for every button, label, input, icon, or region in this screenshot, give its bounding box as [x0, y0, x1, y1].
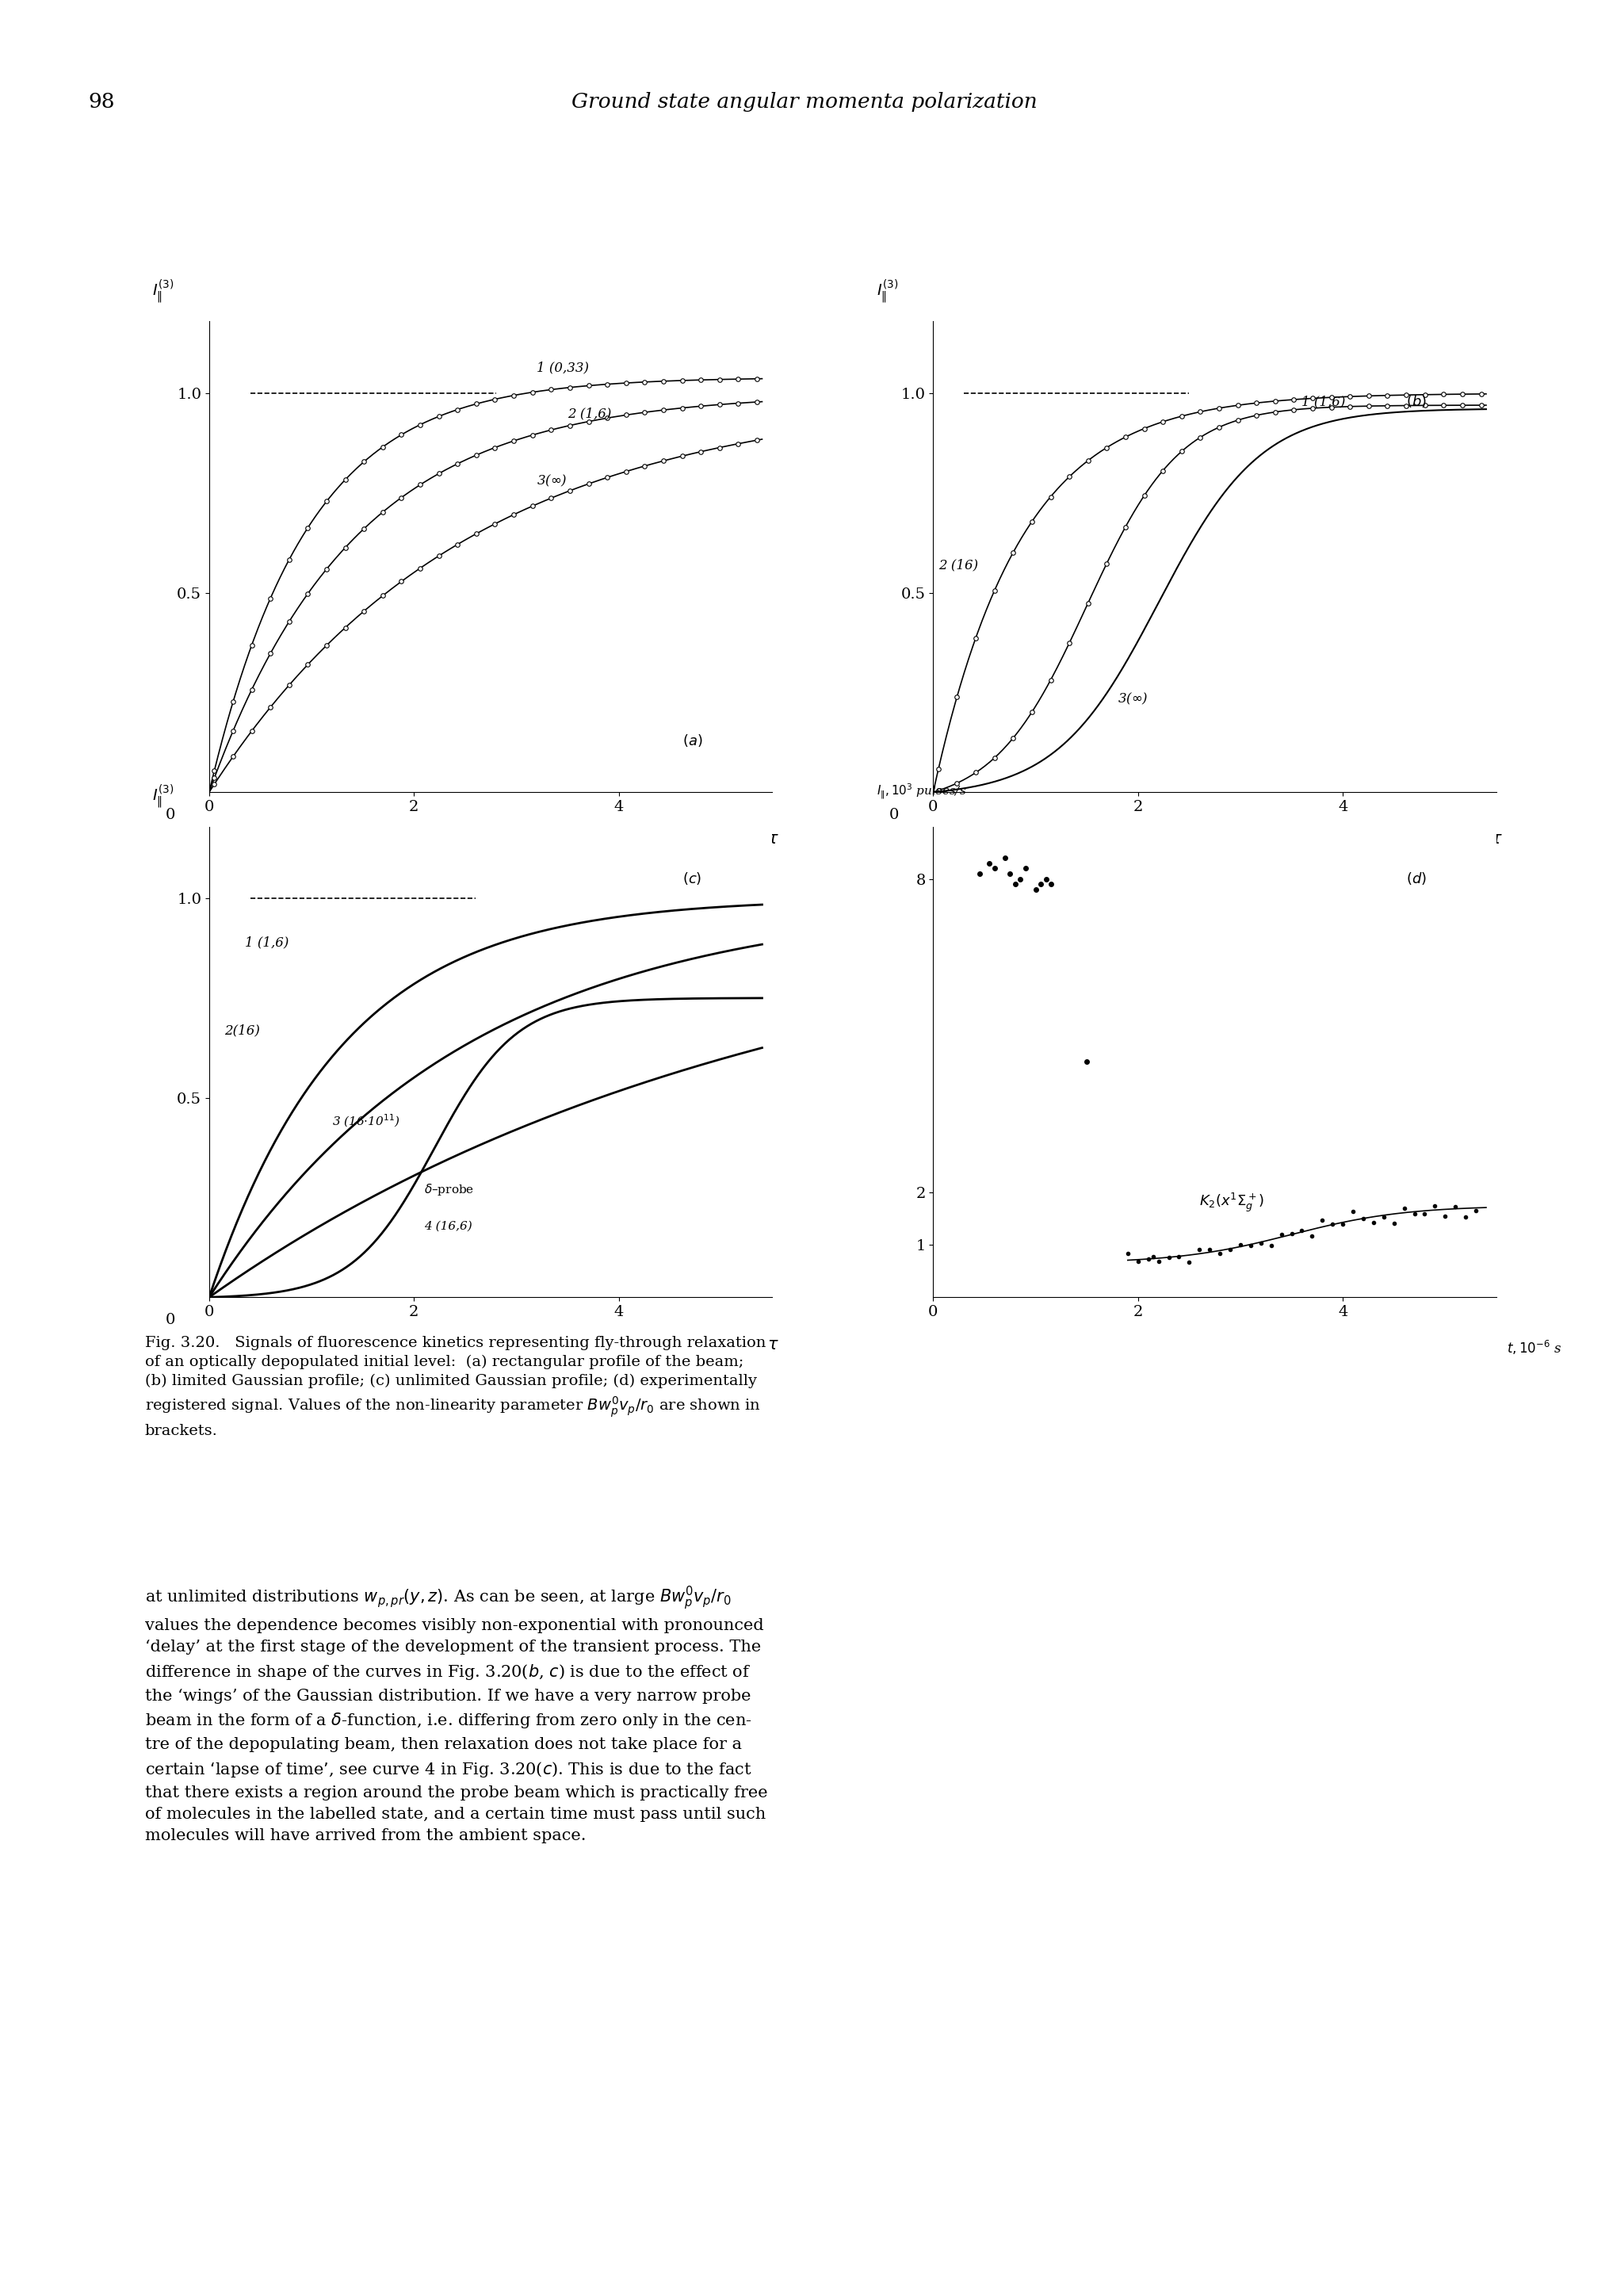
Text: $\delta$–probe: $\delta$–probe — [425, 1182, 475, 1199]
Text: 2(16): 2(16) — [225, 1024, 261, 1038]
Text: $(c)$: $(c)$ — [682, 870, 702, 886]
Text: $I_{\|}^{(3)}$: $I_{\|}^{(3)}$ — [153, 783, 174, 810]
Text: $I_{\|}^{(3)}$: $I_{\|}^{(3)}$ — [877, 278, 898, 305]
Text: $\tau$: $\tau$ — [767, 831, 779, 847]
Text: $(b)$: $(b)$ — [1406, 393, 1427, 409]
Text: $I_{\|}, 10^3$ pulses/s: $I_{\|}, 10^3$ pulses/s — [877, 781, 967, 801]
Text: $t,10^{-6}$ s: $t,10^{-6}$ s — [1506, 1339, 1561, 1357]
Text: 3($\infty$): 3($\infty$) — [537, 473, 568, 489]
Text: 0: 0 — [166, 1313, 175, 1327]
Text: 2 (1,6): 2 (1,6) — [568, 406, 611, 420]
Text: $I_{\|}^{(3)}$: $I_{\|}^{(3)}$ — [153, 278, 174, 305]
Text: 0: 0 — [166, 808, 175, 822]
Text: 1 (1,6): 1 (1,6) — [245, 937, 290, 948]
Text: 3 (16$\cdot$10$^{11}$): 3 (16$\cdot$10$^{11}$) — [331, 1114, 401, 1130]
Text: $\tau$: $\tau$ — [1492, 831, 1503, 847]
Text: Fig. 3.20.   Signals of fluorescence kinetics representing fly-through relaxatio: Fig. 3.20. Signals of fluorescence kinet… — [145, 1336, 766, 1437]
Text: $\tau$: $\tau$ — [767, 1336, 779, 1352]
Text: 1 (0,33): 1 (0,33) — [537, 360, 589, 374]
Text: 98: 98 — [88, 92, 116, 113]
Text: 3($\infty$): 3($\infty$) — [1118, 691, 1149, 707]
Text: 4 (16,6): 4 (16,6) — [425, 1221, 473, 1233]
Text: 1 (1,6): 1 (1,6) — [1302, 395, 1345, 409]
Text: 0: 0 — [890, 808, 899, 822]
Text: at unlimited distributions $w_{p,pr}(y, z)$. As can be seen, at large $Bw_p^0v_p: at unlimited distributions $w_{p,pr}(y, … — [145, 1584, 767, 1844]
Text: $(d)$: $(d)$ — [1406, 870, 1427, 886]
Text: Ground state angular momenta polarization: Ground state angular momenta polarizatio… — [571, 92, 1038, 113]
Text: $(a)$: $(a)$ — [682, 732, 703, 748]
Text: 2 (16): 2 (16) — [938, 558, 978, 572]
Text: $K_2(x^1\Sigma_g^+)$: $K_2(x^1\Sigma_g^+)$ — [1199, 1192, 1265, 1215]
